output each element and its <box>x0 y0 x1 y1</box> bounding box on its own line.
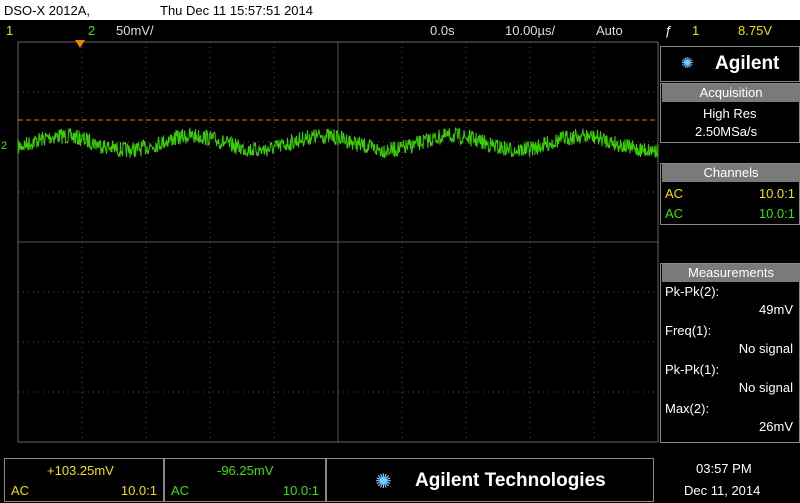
acquisition-mode: High Res <box>703 106 757 121</box>
measurement-value: 26mV <box>759 419 793 434</box>
ch2-coupling: AC <box>665 206 684 221</box>
trigger-position-marker <box>75 40 85 48</box>
ch1-cursor-value: +103.25mV <box>47 463 114 478</box>
brand-footer-icon: ✺ <box>375 471 392 493</box>
acquisition-panel: Acquisition High Res 2.50MSa/s <box>660 83 800 143</box>
ch1-footer-probe: 10.0:1 <box>120 483 157 498</box>
channels-title: Channels <box>662 164 800 182</box>
measurement-label: Freq(1): <box>665 323 712 338</box>
measurement-label: Pk-Pk(1): <box>665 362 720 377</box>
timebase: 10.00µs/ <box>505 23 556 38</box>
clock-time: 03:57 PM <box>696 461 752 476</box>
trigger-level: 8.75V <box>738 23 772 38</box>
measurements-panel: Measurements Pk-Pk(2): 49mV Freq(1): No sig… <box>660 263 800 443</box>
measurement-value: No signal <box>738 341 793 356</box>
measurements-title: Measurements <box>662 264 800 282</box>
channels-panel: Channels AC 10.0:1 AC 10.0:1 <box>660 163 800 225</box>
measurement-value: No signal <box>738 380 793 395</box>
ch2-label: 2 <box>88 23 96 38</box>
brand-icon: ✺ <box>681 55 694 72</box>
status-bar: 1 2 50mV/ 0.0s 10.00µs/ Auto ƒ 1 8.75V <box>0 20 800 40</box>
ch2-footer-coupling: AC <box>171 483 190 498</box>
trigger-icon: ƒ <box>665 23 673 38</box>
ch2-cursor-value: -96.25mV <box>217 463 274 478</box>
model: DSO-X 2012A, <box>4 3 90 18</box>
measurement-value: 49mV <box>759 302 793 317</box>
graticule: 2 <box>1 40 659 443</box>
ch1-footer-coupling: AC <box>11 483 30 498</box>
clock-date: Dec 11, 2014 <box>684 483 761 498</box>
trigger-mode: Auto <box>596 23 623 38</box>
ch1-label: 1 <box>6 23 14 38</box>
brand-panel: ✺ Agilent <box>660 46 800 82</box>
ch2-footer-probe: 10.0:1 <box>282 483 319 498</box>
time-offset: 0.0s <box>430 23 455 38</box>
acquisition-title: Acquisition <box>662 84 800 102</box>
ch2-probe: 10.0:1 <box>758 206 795 221</box>
ch1-box: +103.25mV AC 10.0:1 <box>4 458 164 502</box>
waveform <box>17 126 659 159</box>
trigger-channel: 1 <box>692 23 700 38</box>
ch2-ground-marker: 2 <box>1 140 7 152</box>
top-bar: DSO-X 2012A, Thu Dec 11 15:57:51 2014 <box>0 0 800 20</box>
brand: Agilent <box>715 53 780 74</box>
brand-box: ✺ Agilent Technologies <box>326 458 654 502</box>
sample-rate: 2.50MSa/s <box>695 124 758 139</box>
ch1-coupling: AC <box>665 186 684 201</box>
ch2-box: -96.25mV AC 10.0:1 <box>164 458 326 502</box>
ch2-scale: 50mV/ <box>116 23 154 38</box>
measurement-label: Max(2): <box>665 401 710 416</box>
ch1-probe: 10.0:1 <box>758 186 795 201</box>
footer-brand: Agilent Technologies <box>415 470 606 491</box>
datetime: Thu Dec 11 15:57:51 2014 <box>160 3 313 18</box>
measurement-label: Pk-Pk(2): <box>665 284 720 299</box>
footer: +103.25mV AC 10.0:1 -96.25mV AC 10.0:1 ✺… <box>0 455 800 503</box>
